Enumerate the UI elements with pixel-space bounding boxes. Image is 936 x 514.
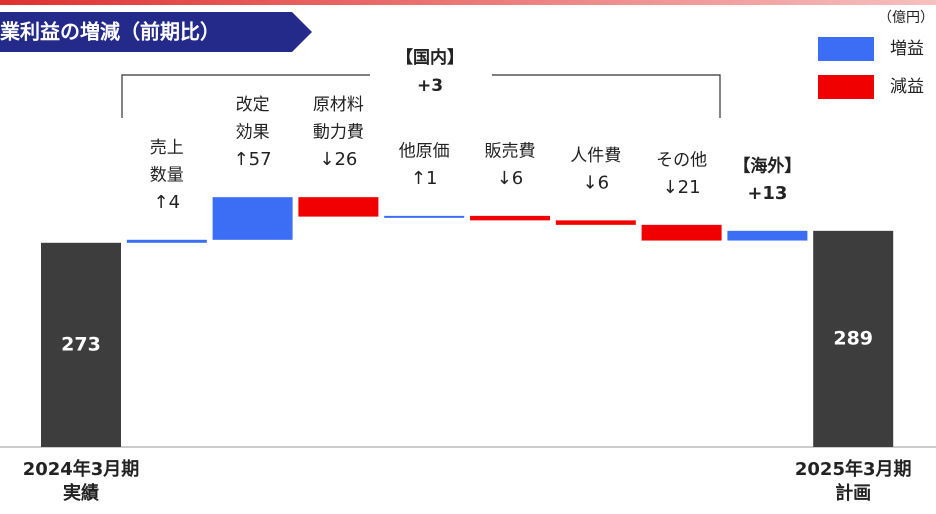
annotation-label: 【国内】 [396, 47, 464, 68]
value-label: ↓26 [319, 149, 357, 170]
category-label: 計画 [835, 482, 871, 504]
value-label: ↓6 [497, 168, 524, 189]
value-label: 273 [61, 333, 101, 355]
category-label: 原材料 [313, 95, 364, 115]
category-label: 他原価 [399, 141, 450, 161]
category-label: 動力費 [313, 123, 364, 143]
value-label: ↑4 [154, 192, 181, 213]
category-label: 効果 [236, 123, 270, 143]
value-label: ↑1 [411, 168, 438, 189]
category-label: 人件費 [570, 146, 621, 166]
title-banner [0, 12, 312, 52]
delta-bar [384, 215, 465, 218]
value-label: ↑57 [234, 149, 272, 170]
total-bar [41, 242, 121, 447]
category-label: 売上 [150, 138, 184, 158]
value-label: ↓6 [583, 172, 610, 193]
value-label: +13 [747, 183, 787, 204]
legend-swatch [818, 37, 874, 61]
value-label: 289 [833, 327, 873, 349]
value-label: ↓21 [663, 177, 701, 198]
delta-bar [555, 220, 636, 225]
category-label: 実績 [63, 482, 99, 504]
delta-bar [212, 197, 293, 240]
category-label: 販売費 [485, 141, 536, 161]
delta-bar [727, 230, 808, 241]
delta-bar [470, 215, 550, 221]
legend-label: 減益 [890, 77, 924, 97]
annotation-value: +3 [417, 76, 443, 96]
top-stripe [0, 0, 936, 5]
category-label: その他 [656, 150, 707, 170]
category-label: 【海外】 [733, 155, 801, 176]
domestic-bracket [121, 74, 721, 118]
category-label: 2024年3月期 [23, 458, 140, 480]
delta-bar [298, 197, 379, 217]
chart-title: 業利益の増減（前期比） [0, 20, 220, 44]
unit-label: （億円） [878, 10, 934, 26]
total-bar [813, 230, 894, 447]
delta-bar [641, 224, 722, 241]
category-label: 数量 [150, 165, 184, 185]
legend-label: 増益 [890, 39, 924, 59]
delta-bar [126, 239, 207, 243]
category-label: 2025年3月期 [795, 458, 912, 480]
legend-swatch [818, 75, 874, 99]
category-label: 改定 [236, 95, 270, 115]
